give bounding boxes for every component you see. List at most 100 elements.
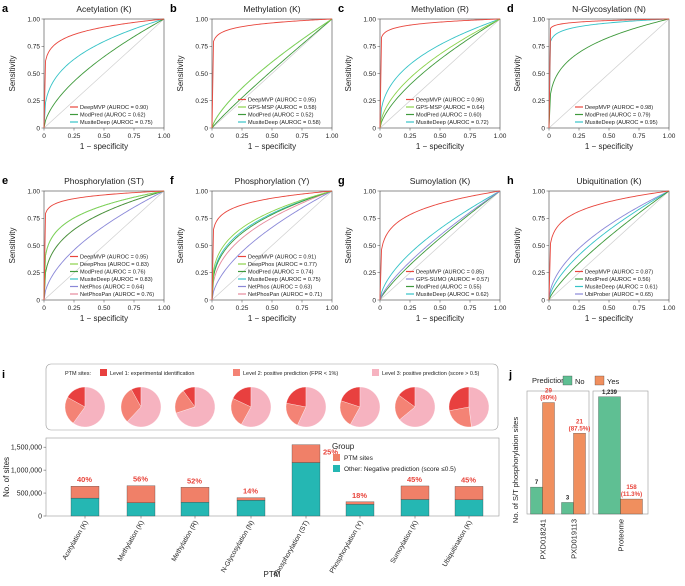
roc-curve [548, 18, 670, 129]
y-tick-label: 1,000,000 [11, 467, 42, 474]
x-tick-label: 0 [547, 133, 551, 140]
legend-entry: ModPred (AUROC = 0.60) [416, 113, 482, 119]
bar-value-label: 3 [566, 495, 570, 501]
roc-curve [43, 190, 165, 301]
roc-title: N-Glycosylation (N) [572, 4, 646, 14]
bar-percent-label: 40% [77, 475, 92, 484]
bar-percent-label: 45% [461, 475, 476, 484]
roc-curve [43, 18, 165, 129]
x-tick-label: Phosphorylation (Y) [329, 520, 365, 575]
y-tick-label: 1.00 [363, 16, 376, 23]
panel-letter: d [507, 3, 514, 15]
x-tick-label: 0.25 [404, 133, 417, 140]
bar-value-label: 158 [626, 484, 637, 491]
bar-percent-label: (87.5%) [569, 425, 591, 432]
y-axis-label: Sensitivity [344, 227, 353, 263]
x-tick-label: 0 [42, 305, 46, 312]
roc-diagonal [548, 18, 670, 129]
legend-entry: NetPhosPan (AUROC = 0.71) [248, 292, 322, 298]
pie-slice [448, 386, 470, 411]
bar-ptm [126, 485, 156, 503]
bar-no [530, 486, 543, 515]
x-tick-label: 0.25 [573, 133, 586, 140]
roc-curve [211, 190, 333, 301]
legend-entry: DeepMVP (AUROC = 0.96) [416, 98, 484, 104]
roc-curve [211, 190, 333, 301]
bar-value-label: 21 [576, 418, 583, 425]
legend-entry: No [575, 377, 585, 386]
roc-curve [211, 190, 333, 301]
x-tick-label: 0.50 [434, 305, 447, 312]
x-tick-label: 0 [547, 305, 551, 312]
x-tick-label: Proteome [617, 519, 626, 552]
x-axis-label: 1 − specificity [416, 142, 464, 151]
bar-no [561, 502, 574, 515]
roc-curve [43, 190, 165, 301]
bar-negative [126, 502, 156, 517]
legend-entry: ModPred (AUROC = 0.74) [248, 270, 314, 276]
x-tick-label: 0.25 [236, 133, 249, 140]
y-tick-label: 0.75 [195, 216, 208, 223]
bar-value-label: 29 [545, 388, 552, 395]
panel-letter: h [507, 175, 514, 187]
roc-curve [211, 190, 333, 301]
pie-slice [297, 386, 327, 428]
y-tick-label: 0.25 [363, 270, 376, 277]
legend-entry: MusiteDeep (AUROC = 0.58) [248, 120, 321, 126]
x-tick-label: 0.50 [98, 305, 111, 312]
legend-entry: MusiteDeep (AUROC = 0.95) [585, 120, 658, 126]
roc-panel-d: d N-Glycosylation (N) 00 0.25 0.25 0.50 0.50 0.… [507, 3, 676, 151]
x-tick-label: 0.75 [633, 305, 646, 312]
roc-title: Methylation (R) [411, 4, 469, 14]
bar-percent-label: 52% [187, 476, 202, 485]
legend-entry: GPS-SUMO (AUROC = 0.57) [416, 277, 489, 283]
y-tick-label: 1,500,000 [11, 444, 42, 451]
legend-entry: MusiteDeep (AUROC = 0.83) [80, 277, 153, 283]
y-tick-label: 0.50 [363, 71, 376, 78]
roc-curve [43, 18, 165, 129]
roc-panel-h: h Ubiquitination (K) 00 0.25 0.25 0.50 0.50 0.7… [507, 175, 676, 323]
legend-entry: GPS-MSP (AUROC = 0.58) [248, 105, 317, 111]
pie-legend-swatch [372, 369, 379, 376]
roc-curve [211, 18, 333, 129]
y-tick-label: 0.25 [27, 270, 40, 277]
bar-percent-label: (80%) [540, 395, 557, 402]
y-axis-label: Sensitivity [176, 227, 185, 263]
x-tick-label: 0.50 [603, 133, 616, 140]
y-tick-label: 0.50 [363, 243, 376, 250]
bar-legend-title: Group [332, 442, 355, 451]
y-tick-label: 1.00 [532, 188, 545, 195]
x-axis-label: 1 − specificity [585, 142, 633, 151]
pie-slice [468, 386, 490, 428]
legend-entry: DeepMVP (AUROC = 0.95) [80, 255, 148, 261]
j-legend-title: Prediction [532, 376, 565, 385]
roc-title: Acetylation (K) [76, 4, 131, 14]
y-tick-label: 0.25 [532, 270, 545, 277]
legend-entry: MusiteDeep (AUROC = 0.61) [585, 285, 658, 291]
pie-slice [120, 389, 142, 422]
bar-no [598, 396, 621, 515]
x-tick-label: Methylation (R) [171, 520, 200, 563]
bar-percent-label: (11.3%) [621, 491, 642, 498]
x-tick-label: 1.00 [663, 133, 676, 140]
roc-curve [548, 190, 670, 301]
panel-letter: g [338, 175, 345, 187]
bar-negative [291, 462, 321, 517]
legend-entry: UbiProber (AUROC = 0.65) [585, 292, 653, 298]
roc-panel-g: g Sumoylation (K) 00 0.25 0.25 0.50 0.50 0.75 0.… [338, 175, 507, 323]
legend-entry: NetPhos (AUROC = 0.63) [248, 285, 312, 291]
bar-percent-label: 25% [323, 448, 338, 457]
legend-swatch [333, 465, 340, 472]
roc-curve [548, 18, 670, 129]
y-tick-label: 1.00 [363, 188, 376, 195]
legend-entry: DeepPhos (AUROC = 0.77) [248, 262, 317, 268]
x-tick-label: Ubiquitination (K) [442, 520, 474, 569]
pie-legend-label: Level 2: positive prediction (FPR < 1%) [243, 371, 338, 377]
x-tick-label: 0.75 [464, 305, 477, 312]
y-tick-label: 0.25 [27, 98, 40, 105]
y-tick-label: 0.50 [532, 243, 545, 250]
legend-entry: DeepMVP (AUROC = 0.85) [416, 270, 484, 276]
roc-diagonal [548, 190, 670, 301]
bar-ptm [180, 487, 210, 503]
